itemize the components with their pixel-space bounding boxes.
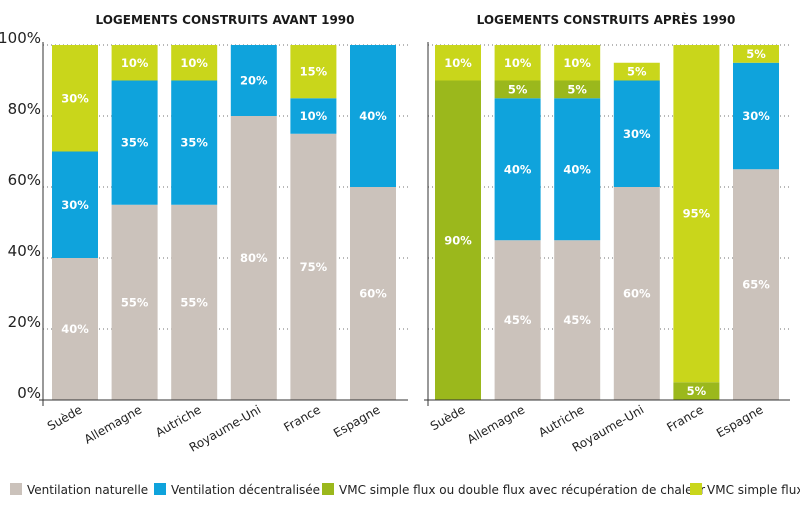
bar-1-0-1 <box>52 151 98 258</box>
bar-2-1-0 <box>494 240 541 400</box>
legend-label-2: VMC simple flux ou double flux avec récu… <box>339 483 705 497</box>
bar-2-0-2 <box>435 80 481 400</box>
legend-swatch-0 <box>10 483 22 495</box>
bar-1-1-1 <box>111 80 158 205</box>
data-label-2-3-0: 60% <box>623 287 651 301</box>
data-label-2-3-1: 30% <box>623 127 651 141</box>
data-label-2-1-3: 10% <box>504 56 532 70</box>
data-label-2-1-1: 40% <box>504 162 532 176</box>
bar-1-3-0 <box>230 116 277 400</box>
data-label-1-1-3: 10% <box>121 56 149 70</box>
x-tick-label-2-1: Allemagne <box>465 402 527 446</box>
y-tick-label-20: 20% <box>8 313 41 331</box>
x-tick-label-1-2: Autriche <box>153 402 204 439</box>
y-tick-label-0: 0% <box>17 384 41 402</box>
bar-1-0-3 <box>52 45 98 152</box>
data-label-1-2-3: 10% <box>180 56 208 70</box>
x-tick-label-1-1: Allemagne <box>82 402 144 446</box>
bar-1-4-3 <box>290 45 337 99</box>
bar-2-3-0 <box>613 187 660 400</box>
bar-2-3-3 <box>613 62 660 81</box>
bar-2-1-2 <box>494 80 541 99</box>
data-label-1-5-0: 60% <box>359 287 387 301</box>
data-label-1-1-0: 55% <box>121 295 149 309</box>
bar-1-4-1 <box>290 98 337 134</box>
data-label-2-0-3: 10% <box>444 56 472 70</box>
bar-1-2-3 <box>171 45 218 81</box>
legend-swatch-1 <box>154 483 166 495</box>
data-label-1-5-1: 40% <box>359 109 387 123</box>
data-label-2-4-3: 95% <box>683 207 711 221</box>
bar-1-1-0 <box>111 204 158 400</box>
y-tick-label-60: 60% <box>8 171 41 189</box>
x-tick-label-2-2: Autriche <box>536 402 587 439</box>
bar-2-4-3 <box>673 45 720 383</box>
bar-2-5-0 <box>733 169 779 400</box>
x-tick-label-1-0: Suède <box>45 402 85 433</box>
x-tick-label-2-4: France <box>664 402 706 434</box>
data-label-2-0-2: 90% <box>444 233 472 247</box>
data-label-2-5-3: 5% <box>746 47 766 61</box>
data-label-2-5-1: 30% <box>742 109 770 123</box>
data-label-1-3-0: 80% <box>240 251 268 265</box>
data-label-2-2-1: 40% <box>563 162 591 176</box>
x-tick-label-2-5: Espagne <box>714 402 766 440</box>
bar-2-3-1 <box>613 80 660 187</box>
legend-label-0: Ventilation naturelle <box>27 483 148 497</box>
bar-2-1-1 <box>494 98 541 241</box>
legend-label-3: VMC simple flux <box>707 483 800 497</box>
data-label-2-4-2: 5% <box>687 384 707 398</box>
data-label-2-3-3: 5% <box>627 65 647 79</box>
x-tick-label-1-5: Espagne <box>331 402 383 440</box>
bar-2-1-3 <box>494 45 541 81</box>
bar-2-0-3 <box>435 45 481 81</box>
bar-2-2-3 <box>554 45 601 81</box>
y-tick-label-80: 80% <box>8 100 41 118</box>
bar-1-3-1 <box>230 45 277 116</box>
y-tick-label-100: 100% <box>0 29 41 47</box>
bar-2-5-1 <box>733 62 779 170</box>
legend-swatch-3 <box>690 483 702 495</box>
data-label-1-0-0: 40% <box>61 322 89 336</box>
bar-2-2-0 <box>554 240 601 400</box>
bar-1-0-0 <box>52 258 98 400</box>
data-label-1-0-1: 30% <box>61 198 89 212</box>
bar-2-2-2 <box>554 80 601 99</box>
data-label-2-2-2: 5% <box>567 82 587 96</box>
y-tick-label-40: 40% <box>8 242 41 260</box>
bar-1-5-1 <box>350 45 396 187</box>
legend-swatch-2 <box>322 483 334 495</box>
data-label-2-1-0: 45% <box>504 313 532 327</box>
x-tick-label-1-4: France <box>281 402 323 434</box>
bar-1-2-1 <box>171 80 218 205</box>
data-label-2-5-0: 65% <box>742 278 770 292</box>
data-label-2-2-3: 10% <box>563 56 591 70</box>
legend-label-1: Ventilation décentralisée <box>171 483 320 497</box>
data-label-1-2-1: 35% <box>180 136 208 150</box>
data-label-2-1-2: 5% <box>508 82 528 96</box>
data-label-1-0-3: 30% <box>61 91 89 105</box>
data-label-1-4-1: 10% <box>300 109 328 123</box>
data-label-1-1-1: 35% <box>121 136 149 150</box>
x-tick-label-2-0: Suède <box>428 402 468 433</box>
bar-2-5-3 <box>733 45 779 63</box>
data-label-1-3-1: 20% <box>240 74 268 88</box>
bar-1-2-0 <box>171 204 218 400</box>
data-label-1-4-0: 75% <box>300 260 328 274</box>
data-label-1-4-3: 15% <box>300 65 328 79</box>
data-label-2-2-0: 45% <box>563 313 591 327</box>
data-label-1-2-0: 55% <box>180 295 208 309</box>
bar-1-1-3 <box>111 45 158 81</box>
bar-1-4-0 <box>290 133 337 400</box>
chart-title-1: LOGEMENTS CONSTRUITS AVANT 1990 <box>95 13 354 27</box>
chart-title-2: LOGEMENTS CONSTRUITS APRÈS 1990 <box>477 12 736 27</box>
bar-2-2-1 <box>554 98 601 241</box>
bar-1-5-0 <box>350 187 396 400</box>
bar-2-4-2 <box>673 382 720 400</box>
